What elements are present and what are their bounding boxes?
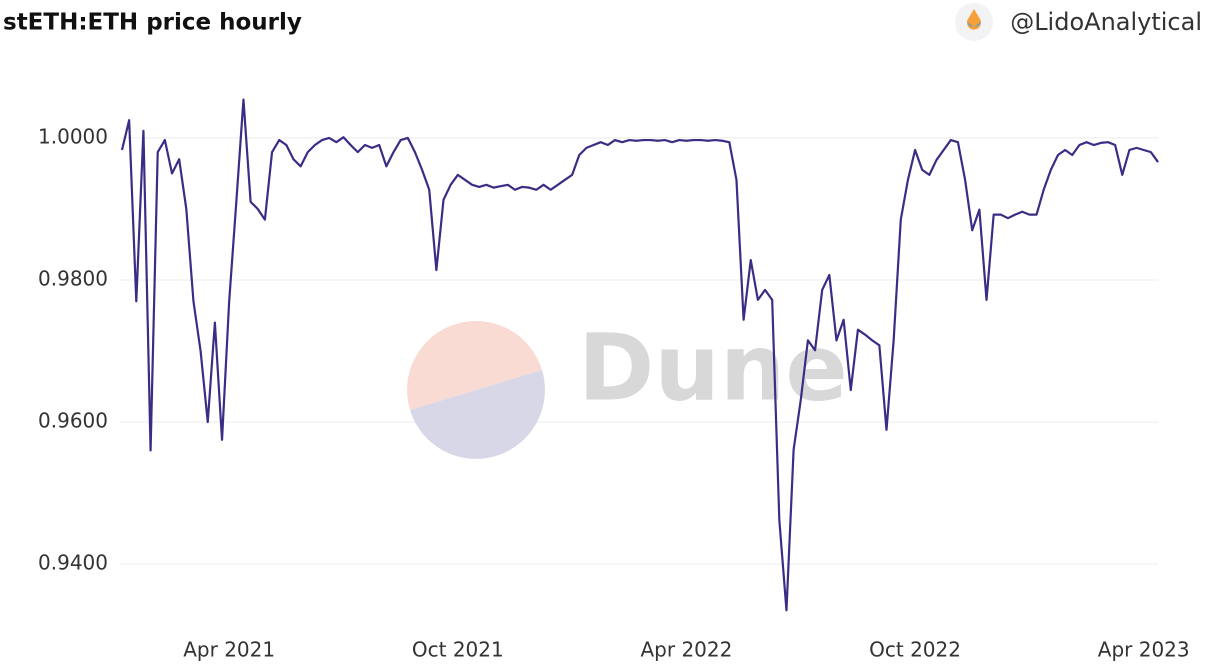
author-handle: @LidoAnalytical xyxy=(1010,8,1202,36)
price-line xyxy=(120,98,1159,612)
watermark: Dune xyxy=(578,314,848,421)
x-tick-label: Apr 2023 xyxy=(1098,638,1190,662)
y-tick-label: 0.9800 xyxy=(38,266,108,290)
x-tick-label: Apr 2022 xyxy=(641,638,733,662)
author-avatar xyxy=(955,3,993,41)
x-tick-label: Apr 2021 xyxy=(183,638,275,662)
y-tick-label: 0.9400 xyxy=(38,551,108,575)
y-tick-label: 0.9600 xyxy=(38,409,108,433)
plot-area xyxy=(120,98,1159,612)
x-tick-label: Oct 2021 xyxy=(412,638,504,662)
y-tick-label: 1.0000 xyxy=(38,124,108,148)
x-tick-label: Oct 2022 xyxy=(869,638,961,662)
watermark-logo xyxy=(407,321,545,459)
chart-title: stETH:ETH price hourly xyxy=(3,10,302,36)
grid: 0.9400 0.9600 0.9800 1.0000 Apr 2021 Oct 2021… xyxy=(38,124,1190,661)
